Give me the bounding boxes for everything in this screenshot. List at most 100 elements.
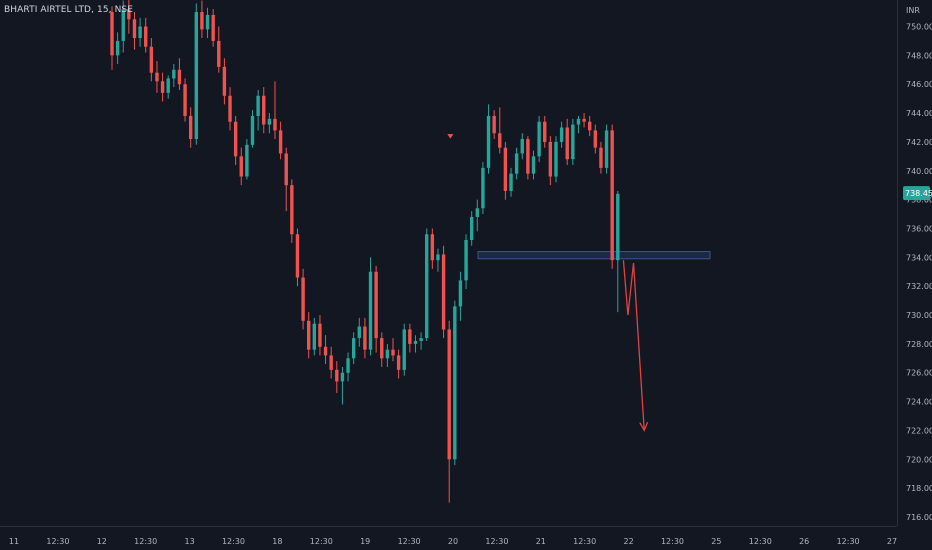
candle xyxy=(205,7,210,39)
last-price-label: 738.45 xyxy=(905,189,932,198)
candle xyxy=(132,12,137,50)
x-tick-label: 27 xyxy=(887,537,897,546)
x-tick-label: 12:30 xyxy=(485,537,508,546)
candle-body xyxy=(228,95,232,122)
candle xyxy=(278,121,283,160)
y-tick-label: 730.00 xyxy=(906,311,932,320)
candle xyxy=(531,150,536,180)
candle-body xyxy=(554,141,558,177)
candle xyxy=(160,72,165,102)
candle-body xyxy=(262,95,266,125)
candle xyxy=(380,332,384,367)
candle xyxy=(385,343,390,367)
candle xyxy=(526,136,530,180)
x-tick-label: 12:30 xyxy=(573,537,596,546)
candle-body xyxy=(205,14,210,30)
candle xyxy=(262,87,266,134)
candle-body xyxy=(503,147,508,191)
candle xyxy=(217,26,221,73)
candle-body xyxy=(396,355,401,370)
y-tick-label: 750.00 xyxy=(906,23,932,32)
zone-layer xyxy=(477,251,711,260)
candle xyxy=(413,335,418,353)
candle xyxy=(402,323,406,376)
y-tick-label: 732.00 xyxy=(906,282,932,291)
candle-body xyxy=(239,156,243,177)
candle-body xyxy=(368,271,373,350)
candle xyxy=(588,115,592,137)
candle-body xyxy=(183,84,187,116)
candle-body xyxy=(380,338,384,359)
candle-body xyxy=(132,19,137,39)
x-tick-label: 13 xyxy=(185,537,195,546)
x-tick-label: 12:30 xyxy=(134,537,157,546)
candle-body xyxy=(576,118,581,125)
candle xyxy=(200,0,204,39)
candle-body xyxy=(402,329,406,370)
candle xyxy=(121,0,125,53)
candle xyxy=(239,147,243,186)
candle xyxy=(430,228,435,269)
x-tick-label: 21 xyxy=(536,537,546,546)
candle xyxy=(301,268,305,330)
candle-body xyxy=(475,208,479,217)
candle xyxy=(593,124,598,154)
candle-body xyxy=(155,72,159,82)
candle-body xyxy=(357,326,361,339)
candle-body xyxy=(290,185,294,235)
candle xyxy=(447,320,451,503)
candle-body xyxy=(307,320,311,350)
candle xyxy=(188,107,193,148)
candle xyxy=(464,234,468,290)
candle xyxy=(329,346,333,379)
price-axis[interactable]: INR 750.00 748.00 746.00 744.00 742.00 740.00 7… xyxy=(897,0,932,550)
time-axis[interactable]: 11 12:30 12 12:30 13 12:30 18 12:30 19 12:30 20 12:… xyxy=(0,526,932,550)
candle-body xyxy=(323,346,328,356)
symbol-label: BHARTI AIRTEL LTD, 15, NSE xyxy=(4,5,134,15)
candle-body xyxy=(599,147,603,168)
candle xyxy=(211,9,215,47)
y-tick-label: 746.00 xyxy=(906,80,932,89)
candle-body xyxy=(520,139,524,154)
y-tick-label: 720.00 xyxy=(906,455,932,464)
candle xyxy=(498,107,502,154)
x-tick-label: 12:30 xyxy=(837,537,860,546)
supply-zone-rect[interactable] xyxy=(477,251,711,260)
y-tick-label: 716.00 xyxy=(906,513,932,522)
candle xyxy=(312,317,317,356)
candle xyxy=(290,179,294,243)
candle-body xyxy=(526,139,530,174)
candle xyxy=(110,6,114,70)
candle xyxy=(138,17,142,47)
candle xyxy=(323,335,328,365)
candle xyxy=(503,141,508,200)
candle xyxy=(453,300,457,466)
candle xyxy=(610,124,614,269)
candle-body xyxy=(610,130,614,261)
candle xyxy=(396,349,401,379)
candle-body xyxy=(217,40,221,67)
candle-body xyxy=(531,156,536,174)
candle-body xyxy=(115,40,120,56)
candle xyxy=(149,38,154,82)
last-price-badge xyxy=(903,186,930,201)
candle xyxy=(177,58,182,90)
candle xyxy=(492,110,496,140)
candle-body xyxy=(278,130,283,154)
candle xyxy=(267,113,272,134)
candle xyxy=(340,366,345,405)
x-tick-label: 20 xyxy=(448,537,458,546)
candle xyxy=(604,124,609,174)
candle xyxy=(368,257,373,356)
candle-body xyxy=(441,254,446,330)
y-tick-label: 726.00 xyxy=(906,369,932,378)
candle xyxy=(166,75,170,99)
candle-body xyxy=(284,153,288,186)
candle-body xyxy=(537,121,541,157)
candle-body xyxy=(335,369,339,382)
arrow-head xyxy=(639,421,649,432)
candle-body xyxy=(211,14,215,41)
candle-body xyxy=(177,69,182,85)
projection-path[interactable] xyxy=(622,260,645,431)
